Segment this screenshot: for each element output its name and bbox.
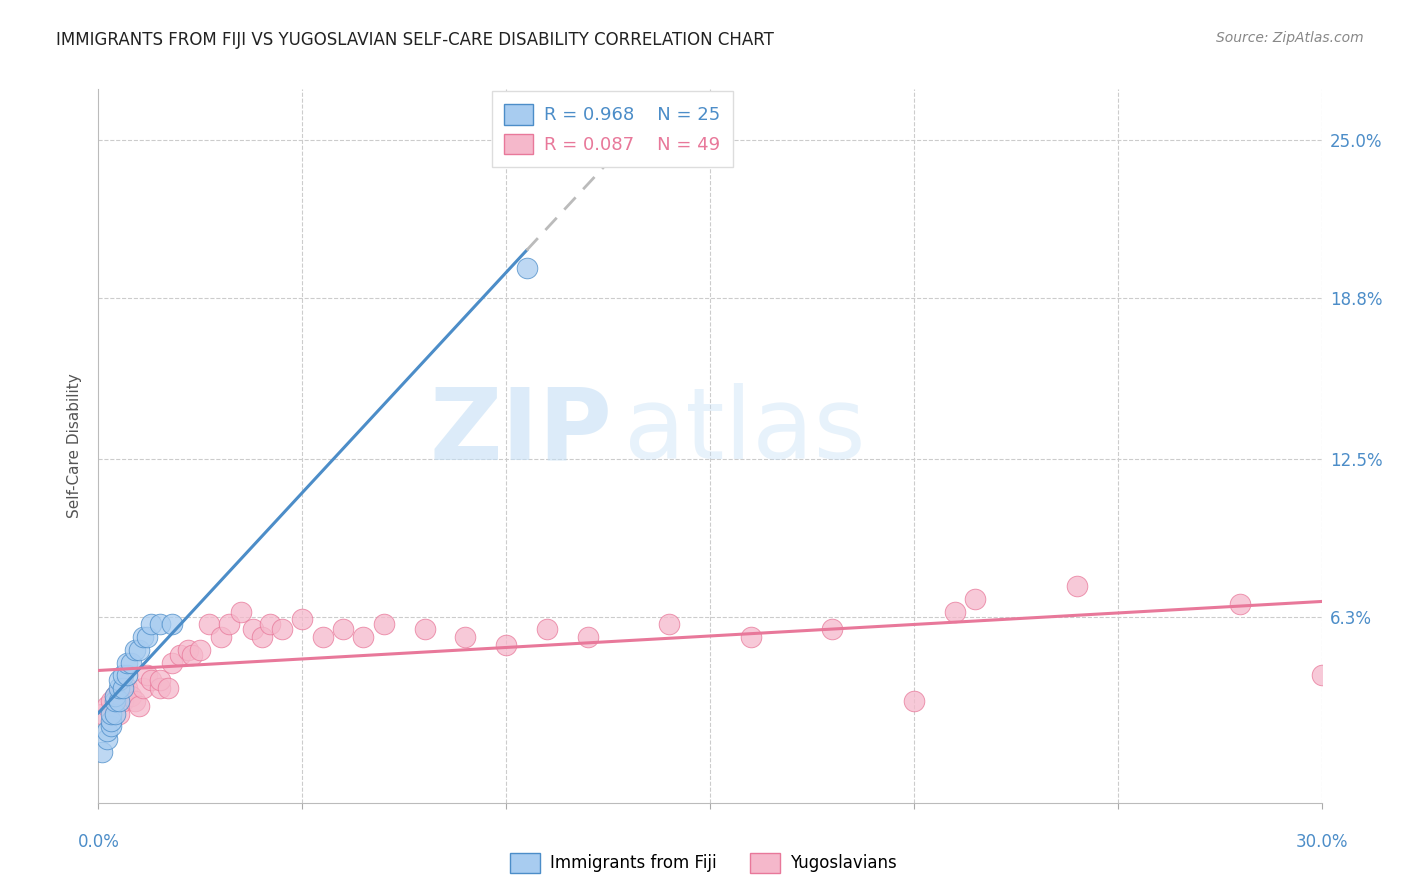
Text: atlas: atlas	[624, 384, 866, 480]
Point	[943, 605, 966, 619]
Point	[177, 643, 200, 657]
Point	[149, 681, 172, 695]
Text: ZIP: ZIP	[429, 384, 612, 480]
Point	[373, 617, 395, 632]
Point	[111, 681, 134, 695]
Point	[128, 643, 150, 657]
Point	[160, 617, 183, 632]
Point	[111, 694, 134, 708]
Point	[821, 623, 844, 637]
Point	[1310, 668, 1333, 682]
Point	[141, 617, 163, 632]
Point	[91, 706, 114, 721]
Point	[108, 689, 131, 703]
Point	[136, 630, 159, 644]
Point	[740, 630, 762, 644]
Point	[108, 673, 131, 688]
Point	[124, 643, 146, 657]
Point	[111, 668, 134, 682]
Point	[149, 617, 172, 632]
Point	[160, 656, 183, 670]
Point	[136, 668, 159, 682]
Point	[104, 706, 127, 721]
Text: 30.0%: 30.0%	[1295, 833, 1348, 851]
Point	[332, 623, 354, 637]
Point	[96, 698, 118, 713]
Point	[209, 630, 232, 644]
Point	[115, 656, 138, 670]
Point	[96, 724, 118, 739]
Legend: R = 0.968    N = 25, R = 0.087    N = 49: R = 0.968 N = 25, R = 0.087 N = 49	[492, 91, 733, 167]
Point	[576, 630, 599, 644]
Point	[903, 694, 925, 708]
Point	[128, 698, 150, 713]
Point	[1229, 597, 1251, 611]
Point	[231, 605, 253, 619]
Point	[965, 591, 987, 606]
Point	[197, 617, 219, 632]
Point	[108, 681, 131, 695]
Point	[250, 630, 273, 644]
Point	[242, 623, 264, 637]
Point	[259, 617, 281, 632]
Point	[454, 630, 477, 644]
Point	[104, 689, 127, 703]
Point	[108, 694, 131, 708]
Point	[270, 623, 294, 637]
Point	[218, 617, 240, 632]
Point	[100, 719, 122, 733]
Point	[169, 648, 191, 662]
Point	[516, 260, 538, 275]
Point	[115, 668, 138, 682]
Point	[536, 623, 558, 637]
Point	[100, 706, 122, 721]
Point	[96, 732, 118, 747]
Point	[120, 656, 142, 670]
Point	[132, 630, 155, 644]
Point	[156, 681, 179, 695]
Text: 0.0%: 0.0%	[77, 833, 120, 851]
Point	[108, 706, 131, 721]
Point	[291, 612, 314, 626]
Y-axis label: Self-Care Disability: Self-Care Disability	[67, 374, 83, 518]
Point	[413, 623, 436, 637]
Text: Source: ZipAtlas.com: Source: ZipAtlas.com	[1216, 31, 1364, 45]
Legend: Immigrants from Fiji, Yugoslavians: Immigrants from Fiji, Yugoslavians	[503, 847, 903, 880]
Point	[181, 648, 204, 662]
Point	[141, 673, 163, 688]
Point	[124, 694, 146, 708]
Point	[188, 643, 212, 657]
Point	[120, 689, 142, 703]
Point	[115, 681, 138, 695]
Point	[104, 694, 127, 708]
Point	[132, 681, 155, 695]
Text: IMMIGRANTS FROM FIJI VS YUGOSLAVIAN SELF-CARE DISABILITY CORRELATION CHART: IMMIGRANTS FROM FIJI VS YUGOSLAVIAN SELF…	[56, 31, 775, 49]
Point	[1066, 579, 1088, 593]
Point	[312, 630, 335, 644]
Point	[100, 694, 122, 708]
Point	[495, 638, 517, 652]
Point	[149, 673, 172, 688]
Point	[100, 714, 122, 729]
Point	[658, 617, 681, 632]
Point	[91, 745, 114, 759]
Point	[352, 630, 374, 644]
Point	[104, 689, 127, 703]
